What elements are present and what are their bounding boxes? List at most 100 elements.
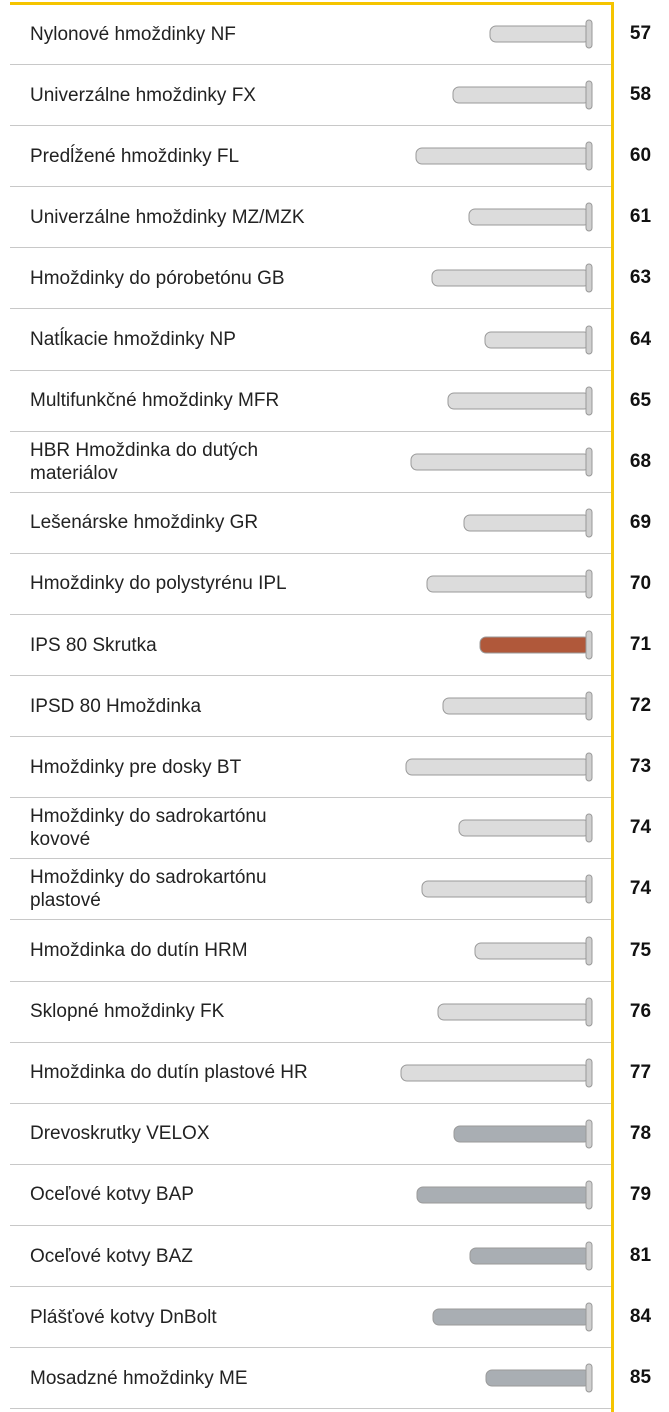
product-image bbox=[380, 931, 600, 971]
product-image bbox=[380, 442, 600, 482]
product-image bbox=[380, 320, 600, 360]
toc-row: Hmoždinky do sadrokartónu kovové bbox=[10, 798, 612, 859]
product-shape bbox=[422, 881, 590, 897]
product-shape bbox=[417, 1187, 590, 1203]
product-image bbox=[380, 1175, 600, 1215]
toc-row: IPS 80 Skrutka bbox=[10, 615, 612, 676]
page-number: 69 bbox=[612, 493, 669, 553]
product-head bbox=[586, 509, 592, 537]
toc-row: Oceľové kotvy BAP bbox=[10, 1165, 612, 1226]
toc-row: Univerzálne hmoždinky MZ/MZK bbox=[10, 187, 612, 248]
page-number: 63 bbox=[612, 248, 669, 308]
product-shape bbox=[438, 1004, 590, 1020]
product-shape bbox=[475, 943, 590, 959]
page-number: 85 bbox=[612, 1348, 669, 1408]
toc-row: Hmoždinka do dutín plastové HR bbox=[10, 1043, 612, 1104]
product-shape bbox=[453, 87, 590, 103]
toc-row: Sklopné hmoždinky FK bbox=[10, 982, 612, 1043]
product-head bbox=[586, 692, 592, 720]
product-shape bbox=[470, 1248, 590, 1264]
item-label: Sklopné hmoždinky FK bbox=[30, 1000, 224, 1023]
product-shape bbox=[469, 209, 590, 225]
product-head bbox=[586, 1364, 592, 1392]
product-image bbox=[380, 992, 600, 1032]
item-label: IPS 80 Skrutka bbox=[30, 634, 157, 657]
product-image bbox=[380, 625, 600, 665]
item-label: Hmoždinky do sadrokartónu plastové bbox=[30, 866, 330, 912]
product-shape bbox=[443, 698, 590, 714]
product-head bbox=[586, 264, 592, 292]
page-number: 70 bbox=[612, 554, 669, 614]
item-label: Lešenárske hmoždinky GR bbox=[30, 511, 258, 534]
page-number: 71 bbox=[612, 615, 669, 675]
toc-row: Hmoždinka do dutín HRM bbox=[10, 921, 612, 982]
product-head bbox=[586, 631, 592, 659]
product-image bbox=[380, 1053, 600, 1093]
page-number: 74 bbox=[612, 798, 669, 858]
page: Nylonové hmoždinky NF 57 Univerzálne hmožd… bbox=[0, 0, 669, 1412]
product-shape bbox=[406, 759, 590, 775]
page-number: 78 bbox=[612, 1104, 669, 1164]
toc-row: Univerzálne hmoždinky FX bbox=[10, 65, 612, 126]
item-label: Multifunkčné hmoždinky MFR bbox=[30, 389, 279, 412]
product-shape bbox=[485, 332, 590, 348]
product-head bbox=[586, 1242, 592, 1270]
product-image bbox=[380, 1236, 600, 1276]
toc-row: Hmoždinky do polystyrénu IPL bbox=[10, 554, 612, 615]
page-number: 75 bbox=[612, 921, 669, 981]
product-shape bbox=[490, 26, 590, 42]
product-head bbox=[586, 875, 592, 903]
page-number: 61 bbox=[612, 187, 669, 247]
item-label: Predĺžené hmoždinky FL bbox=[30, 145, 239, 168]
product-shape bbox=[427, 576, 590, 592]
product-image bbox=[380, 686, 600, 726]
product-shape bbox=[416, 148, 590, 164]
product-shape bbox=[454, 1126, 590, 1142]
top-rule bbox=[10, 2, 612, 5]
page-number: 81 bbox=[612, 1226, 669, 1286]
item-label: Plášťové kotvy DnBolt bbox=[30, 1306, 217, 1329]
product-image bbox=[380, 808, 600, 848]
product-image bbox=[380, 1114, 600, 1154]
page-number: 64 bbox=[612, 310, 669, 370]
item-label: Univerzálne hmoždinky FX bbox=[30, 84, 256, 107]
product-shape bbox=[480, 637, 590, 653]
item-label: Hmoždinky do polystyrénu IPL bbox=[30, 572, 287, 595]
page-number: 65 bbox=[612, 371, 669, 431]
page-number: 72 bbox=[612, 676, 669, 736]
product-head bbox=[586, 814, 592, 842]
product-shape bbox=[459, 820, 590, 836]
page-number: 84 bbox=[612, 1287, 669, 1347]
item-label: Hmoždinky do sadrokartónu kovové bbox=[30, 805, 330, 851]
item-label: Mosadzné hmoždinky ME bbox=[30, 1367, 248, 1390]
column-rule bbox=[611, 2, 614, 1412]
product-image bbox=[380, 747, 600, 787]
item-label: HBR Hmoždinka do dutých materiálov bbox=[30, 439, 330, 485]
page-number: 57 bbox=[612, 4, 669, 64]
product-shape bbox=[486, 1370, 590, 1386]
item-label: Hmoždinka do dutín plastové HR bbox=[30, 1061, 308, 1084]
toc-row: Mosadzné hmoždinky ME bbox=[10, 1348, 612, 1409]
item-label: IPSD 80 Hmoždinka bbox=[30, 695, 201, 718]
product-image bbox=[380, 1358, 600, 1398]
item-label: Nylonové hmoždinky NF bbox=[30, 23, 236, 46]
toc-row: IPSD 80 Hmoždinka bbox=[10, 676, 612, 737]
product-head bbox=[586, 326, 592, 354]
product-image bbox=[380, 381, 600, 421]
table-of-contents: Nylonové hmoždinky NF 57 Univerzálne hmožd… bbox=[10, 0, 669, 1412]
product-image bbox=[380, 1297, 600, 1337]
page-number: 74 bbox=[612, 859, 669, 919]
toc-row: Drevoskrutky VELOX bbox=[10, 1104, 612, 1165]
toc-row: Multifunkčné hmoždinky MFR bbox=[10, 371, 612, 432]
toc-row: Plášťové kotvy DnBolt bbox=[10, 1287, 612, 1348]
toc-row: Nylonové hmoždinky NF bbox=[10, 4, 612, 65]
product-image bbox=[380, 564, 600, 604]
page-number: 60 bbox=[612, 126, 669, 186]
product-image bbox=[380, 258, 600, 298]
toc-row: Natĺkacie hmoždinky NP bbox=[10, 310, 612, 371]
product-shape bbox=[401, 1065, 590, 1081]
page-number: 77 bbox=[612, 1043, 669, 1103]
product-image bbox=[380, 197, 600, 237]
page-number: 68 bbox=[612, 432, 669, 492]
product-head bbox=[586, 448, 592, 476]
